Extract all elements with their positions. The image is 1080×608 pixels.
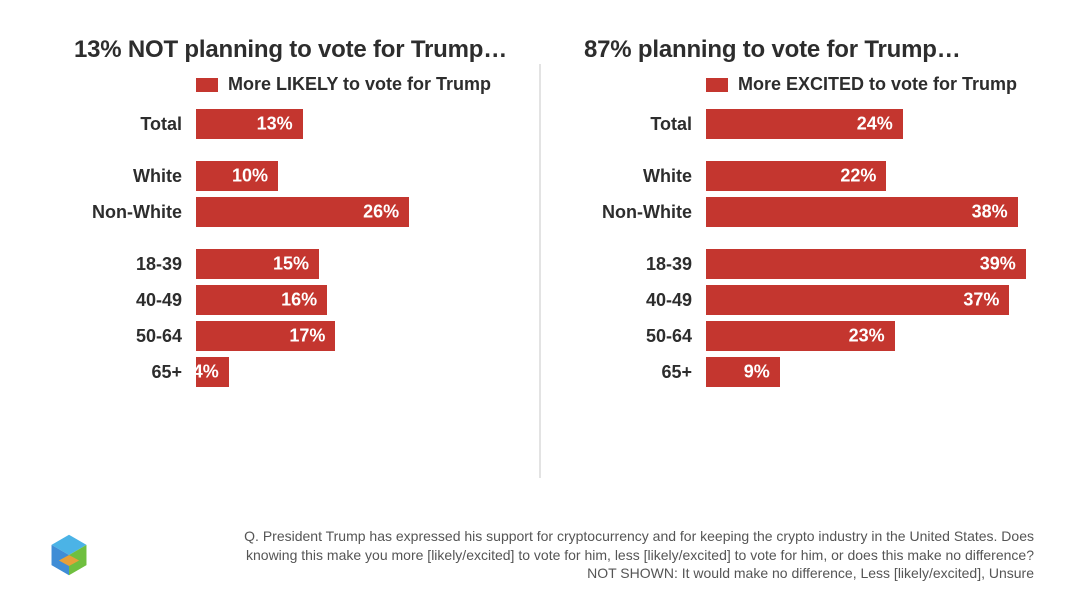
bar-track: 13% <box>196 109 524 139</box>
bar-track: 39% <box>706 249 1034 279</box>
bar-track: 22% <box>706 161 1034 191</box>
legend-swatch <box>196 78 218 92</box>
bar-track: 23% <box>706 321 1034 351</box>
row-label: 50-64 <box>556 326 706 347</box>
row-label: Non-White <box>556 202 706 223</box>
bar-value: 22% <box>840 166 876 187</box>
bar: 17% <box>196 321 335 351</box>
row-label: 65+ <box>556 362 706 383</box>
bar-value: 16% <box>281 290 317 311</box>
bar-value: 23% <box>849 326 885 347</box>
right-panel-title: 87% planning to vote for Trump… <box>556 36 1034 64</box>
bar: 9% <box>706 357 780 387</box>
bar-track: 10% <box>196 161 524 191</box>
bar: 23% <box>706 321 895 351</box>
legend-swatch <box>706 78 728 92</box>
panels-container: 13% NOT planning to vote for Trump… More… <box>46 36 1034 393</box>
bar: 22% <box>706 161 886 191</box>
right-legend: More EXCITED to vote for Trump <box>706 74 1034 95</box>
row-label: Non-White <box>46 202 196 223</box>
chart-row: 40-49 16% <box>46 285 524 315</box>
bar: 13% <box>196 109 303 139</box>
row-label: White <box>556 166 706 187</box>
bar-track: 16% <box>196 285 524 315</box>
bar-value: 26% <box>363 202 399 223</box>
row-label: 40-49 <box>556 290 706 311</box>
row-label: Total <box>46 114 196 135</box>
chart-row: 18-39 39% <box>556 249 1034 279</box>
bar: 37% <box>706 285 1009 315</box>
bar-value: 37% <box>963 290 999 311</box>
row-label: 40-49 <box>46 290 196 311</box>
bar-track: 9% <box>706 357 1034 387</box>
left-legend: More LIKELY to vote for Trump <box>196 74 524 95</box>
bar-value: 10% <box>232 166 268 187</box>
left-panel-title: 13% NOT planning to vote for Trump… <box>46 36 524 64</box>
chart-row: 18-39 15% <box>46 249 524 279</box>
row-label: 18-39 <box>46 254 196 275</box>
chart-row: Total 13% <box>46 109 524 139</box>
chart-row: 50-64 17% <box>46 321 524 351</box>
bar: 10% <box>196 161 278 191</box>
row-label: 50-64 <box>46 326 196 347</box>
chart-row: Total 24% <box>556 109 1034 139</box>
bar: 39% <box>706 249 1026 279</box>
left-panel: 13% NOT planning to vote for Trump… More… <box>46 36 524 393</box>
bar-value: 38% <box>972 202 1008 223</box>
bar-track: 38% <box>706 197 1034 227</box>
footnote-line: Q. President Trump has expressed his sup… <box>244 528 1034 544</box>
row-label: 18-39 <box>556 254 706 275</box>
bar: 38% <box>706 197 1018 227</box>
bar-track: 17% <box>196 321 524 351</box>
bar-track: 37% <box>706 285 1034 315</box>
bar-track: 4% <box>196 357 524 387</box>
right-legend-label: More EXCITED to vote for Trump <box>738 74 1017 95</box>
bar: 15% <box>196 249 319 279</box>
bar-value: 13% <box>257 114 293 135</box>
logo-icon <box>46 532 92 578</box>
left-rows: Total 13% White 10% Non-White 26% 18-39 15% 40-4… <box>46 109 524 387</box>
chart-row: White 10% <box>46 161 524 191</box>
chart-row: 50-64 23% <box>556 321 1034 351</box>
chart-row: 65+4% <box>46 357 524 387</box>
right-panel: 87% planning to vote for Trump… More EXC… <box>524 36 1034 393</box>
bar-track: 24% <box>706 109 1034 139</box>
chart-row: Non-White 26% <box>46 197 524 227</box>
chart-row: 65+ 9% <box>556 357 1034 387</box>
chart-row: Non-White 38% <box>556 197 1034 227</box>
bar-value: 39% <box>980 254 1016 275</box>
bar-value: 15% <box>273 254 309 275</box>
footnote: Q. President Trump has expressed his sup… <box>120 527 1034 582</box>
bar-track: 26% <box>196 197 524 227</box>
bar-value: 4% <box>193 362 219 383</box>
chart-row: White 22% <box>556 161 1034 191</box>
row-label: 65+ <box>46 362 196 383</box>
footnote-line: NOT SHOWN: It would make no difference, … <box>587 565 1034 581</box>
right-rows: Total 24% White 22% Non-White 38% 18-39 39% 40-4… <box>556 109 1034 387</box>
left-legend-label: More LIKELY to vote for Trump <box>228 74 491 95</box>
footer: Q. President Trump has expressed his sup… <box>46 527 1034 582</box>
bar: 4% <box>196 357 229 387</box>
footnote-line: knowing this make you more [likely/excit… <box>246 547 1034 563</box>
bar-value: 9% <box>744 362 770 383</box>
bar: 16% <box>196 285 327 315</box>
chart-row: 40-49 37% <box>556 285 1034 315</box>
bar-track: 15% <box>196 249 524 279</box>
bar: 26% <box>196 197 409 227</box>
row-label: Total <box>556 114 706 135</box>
bar: 24% <box>706 109 903 139</box>
row-label: White <box>46 166 196 187</box>
bar-value: 17% <box>289 326 325 347</box>
bar-value: 24% <box>857 114 893 135</box>
